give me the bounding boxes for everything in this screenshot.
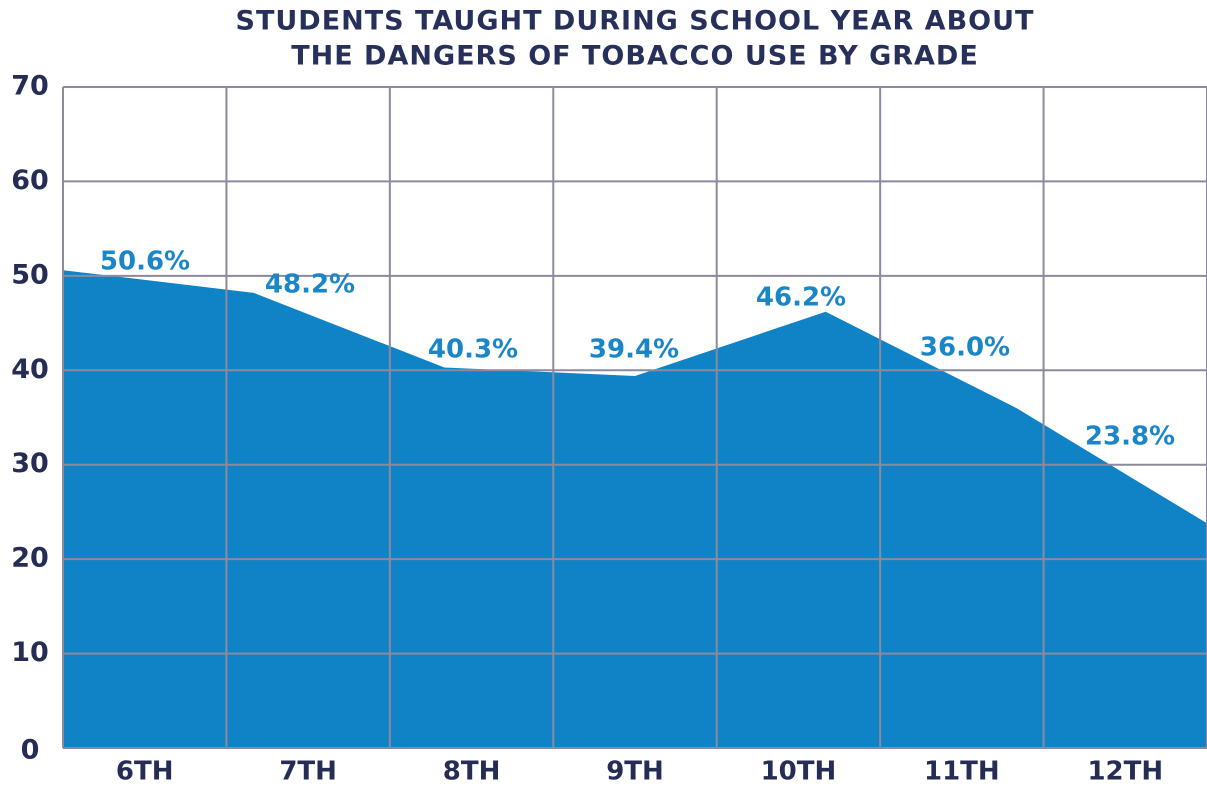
y-tick-label: 30 <box>11 448 49 479</box>
x-tick-label: 7TH <box>279 757 337 787</box>
chart-title: STUDENTS TAUGHT DURING SCHOOL YEAR ABOUT <box>236 6 1035 37</box>
area <box>63 270 1207 748</box>
data-label: 46.2% <box>756 283 846 313</box>
data-label: 40.3% <box>428 335 518 365</box>
y-tick-label: 50 <box>11 259 49 290</box>
x-tick-label: 12TH <box>1087 757 1163 787</box>
data-label: 39.4% <box>589 335 679 365</box>
x-tick-label: 6TH <box>116 757 174 787</box>
data-label: 48.2% <box>265 270 355 300</box>
y-tick-label: 40 <box>11 354 49 385</box>
y-tick-label: 0 <box>21 735 40 766</box>
y-tick-label: 10 <box>11 637 49 668</box>
y-tick-label: 60 <box>11 165 49 196</box>
y-tick-label: 20 <box>11 543 49 574</box>
y-tick-label: 70 <box>11 71 49 102</box>
data-label: 50.6% <box>100 247 190 277</box>
x-tick-label: 10TH <box>761 757 837 787</box>
chart-title: THE DANGERS OF TOBACCO USE BY GRADE <box>291 41 979 72</box>
x-tick-label: 9TH <box>606 757 664 787</box>
data-label: 36.0% <box>920 333 1010 363</box>
x-tick-label: 11TH <box>924 757 1000 787</box>
data-label: 23.8% <box>1085 422 1175 452</box>
x-tick-label: 8TH <box>443 757 501 787</box>
